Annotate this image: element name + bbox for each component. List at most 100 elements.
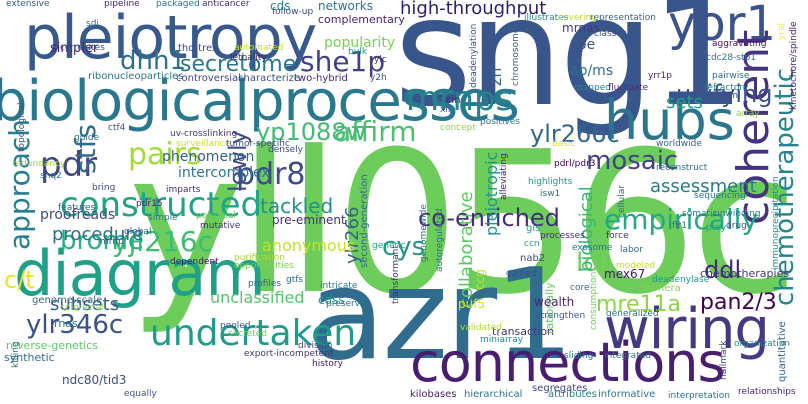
word-imparts: imparts [166, 185, 201, 195]
word-c-t: c/t [4, 266, 35, 294]
word-gis: gis [526, 223, 541, 234]
word-reverse-genetics: reverse-genetics [6, 339, 98, 352]
word-alleviating: alleviating [499, 153, 509, 200]
word-two-hybrid: two-hybrid [294, 73, 348, 84]
word-pairwise: pairwise [712, 71, 750, 81]
word-worldwide: worldwide [656, 139, 702, 149]
word-ctf4: ctf4 [108, 123, 126, 133]
word-intricate: intricate [320, 281, 358, 291]
word-procedure: procedure [52, 224, 144, 245]
word-concept: concept [440, 123, 476, 133]
word-isw1: isw1 [540, 189, 561, 199]
word-yor1: yor1 [668, 0, 777, 52]
word-stfs: stfs [69, 123, 102, 174]
word-mex67: mex67 [604, 267, 646, 281]
word-ylr346c: ylr346c [26, 310, 124, 340]
word-pre-eminent: pre-eminent [272, 213, 346, 227]
word-history: history [312, 359, 343, 369]
word-exosome: exosome [572, 243, 613, 253]
word-cdc28-stb1: cdc28-stb1 [706, 53, 756, 63]
word-y2h: y2h [370, 73, 387, 83]
word-generalized: generalized [606, 309, 659, 319]
word-transaction: transaction [492, 325, 555, 338]
word-autoregulated: autoregulated [435, 208, 445, 272]
word-constructed: constructed [60, 185, 263, 225]
word-packaged: packaged [156, 0, 200, 9]
word-unclassified: unclassified [210, 288, 305, 307]
word-empirically: empirically [604, 203, 759, 236]
word-uv-crosslinking: uv-crosslinking [170, 129, 238, 139]
word-basic: basic [552, 139, 576, 149]
word-gained: gained [506, 269, 537, 279]
word-deadenylase: deadenylase [652, 275, 710, 285]
word-chemotherapies: chemotherapies [700, 267, 790, 280]
word-zn: zn [486, 67, 505, 86]
word-xii: xii [440, 105, 451, 115]
word-secreted: secreted [228, 329, 267, 339]
word-secretome: secretome [180, 52, 297, 77]
word-sliding: sliding [564, 351, 594, 361]
word-global: global [124, 227, 152, 237]
word-oe: oe [578, 37, 596, 53]
word-cys: cys [382, 232, 426, 262]
word-representation: representation [590, 13, 657, 23]
word-sequencing: sequencing [694, 191, 746, 201]
word-force: force [606, 231, 629, 241]
word-wiring: wiring [604, 297, 770, 362]
word-classes: classes [594, 29, 627, 39]
word-pdr: pdr [40, 145, 98, 185]
word-ribonucleoparticles: ribonucleoparticles [88, 71, 184, 82]
word-simpler: simpler [50, 41, 99, 56]
word-biological: biological [576, 186, 597, 272]
word-relationships: relationships [738, 387, 796, 397]
word-equally: equally [124, 389, 157, 399]
word-controversial: controversial [176, 73, 241, 84]
word-nab2: nab2 [520, 253, 546, 264]
word-lof: lof [576, 248, 609, 278]
word-cin: cin [446, 95, 461, 106]
word-genetic: genetic [372, 241, 406, 251]
word-drug: drug [726, 221, 747, 231]
word-mre11a: mre11a [596, 292, 682, 317]
word-wealth: wealth [534, 295, 575, 309]
word-tho-trex: tho-trex [178, 43, 218, 54]
word-gtfs: gtfs [286, 275, 304, 285]
word-transformant: transformant [391, 245, 401, 304]
word-profiles: profiles [248, 279, 282, 289]
word-aggravating: aggravating [712, 39, 767, 49]
word-cdss: cdss [318, 293, 345, 307]
word-covering: covering [558, 13, 597, 23]
word-unwinding: unwinding [714, 209, 761, 219]
word-dependent: dependent [170, 257, 219, 267]
word-somatic: somatic [682, 209, 718, 219]
word-collaborative: collaborative [456, 191, 477, 308]
word-densely: densely [268, 145, 304, 155]
word-lethality: lethality [230, 53, 267, 63]
word-ddl: ddl [704, 256, 742, 284]
word-yp1088w: yp1088w [256, 118, 367, 146]
word-pdr15: pdr15 [136, 199, 163, 209]
word-hubs: hubs [604, 89, 735, 152]
word-bulk: bulk [348, 47, 368, 57]
word-affirm: affirm [334, 115, 417, 148]
word-phenomenon: phenomenon [162, 149, 255, 165]
word-undertaken: undertaken [150, 313, 357, 354]
word-fluctuate: fluctuate [608, 83, 649, 93]
word-anticancer: anticancer [202, 0, 250, 9]
word-yral: yral [777, 22, 787, 40]
word-surveillance: surveillance [176, 139, 231, 149]
word-mrnas: mrnas [562, 21, 600, 35]
word-organization: organization [734, 339, 790, 349]
word-tumor-specific: tumor-specific [226, 139, 290, 149]
word-anonymous: anonymous [262, 236, 356, 255]
word-correlates: correlates [60, 43, 105, 53]
word-subsets: subsets [50, 294, 120, 315]
word-features: features [58, 203, 96, 213]
word-mrnp: mrnp [100, 237, 124, 247]
word-mapped: mapped [574, 83, 611, 93]
word-pdrl-pdr3: pdrl/pdr3 [554, 159, 596, 169]
word-opportunities: opportunities [234, 261, 294, 271]
word-cellular: cellular [617, 185, 627, 218]
word-informative: informative [598, 389, 656, 400]
